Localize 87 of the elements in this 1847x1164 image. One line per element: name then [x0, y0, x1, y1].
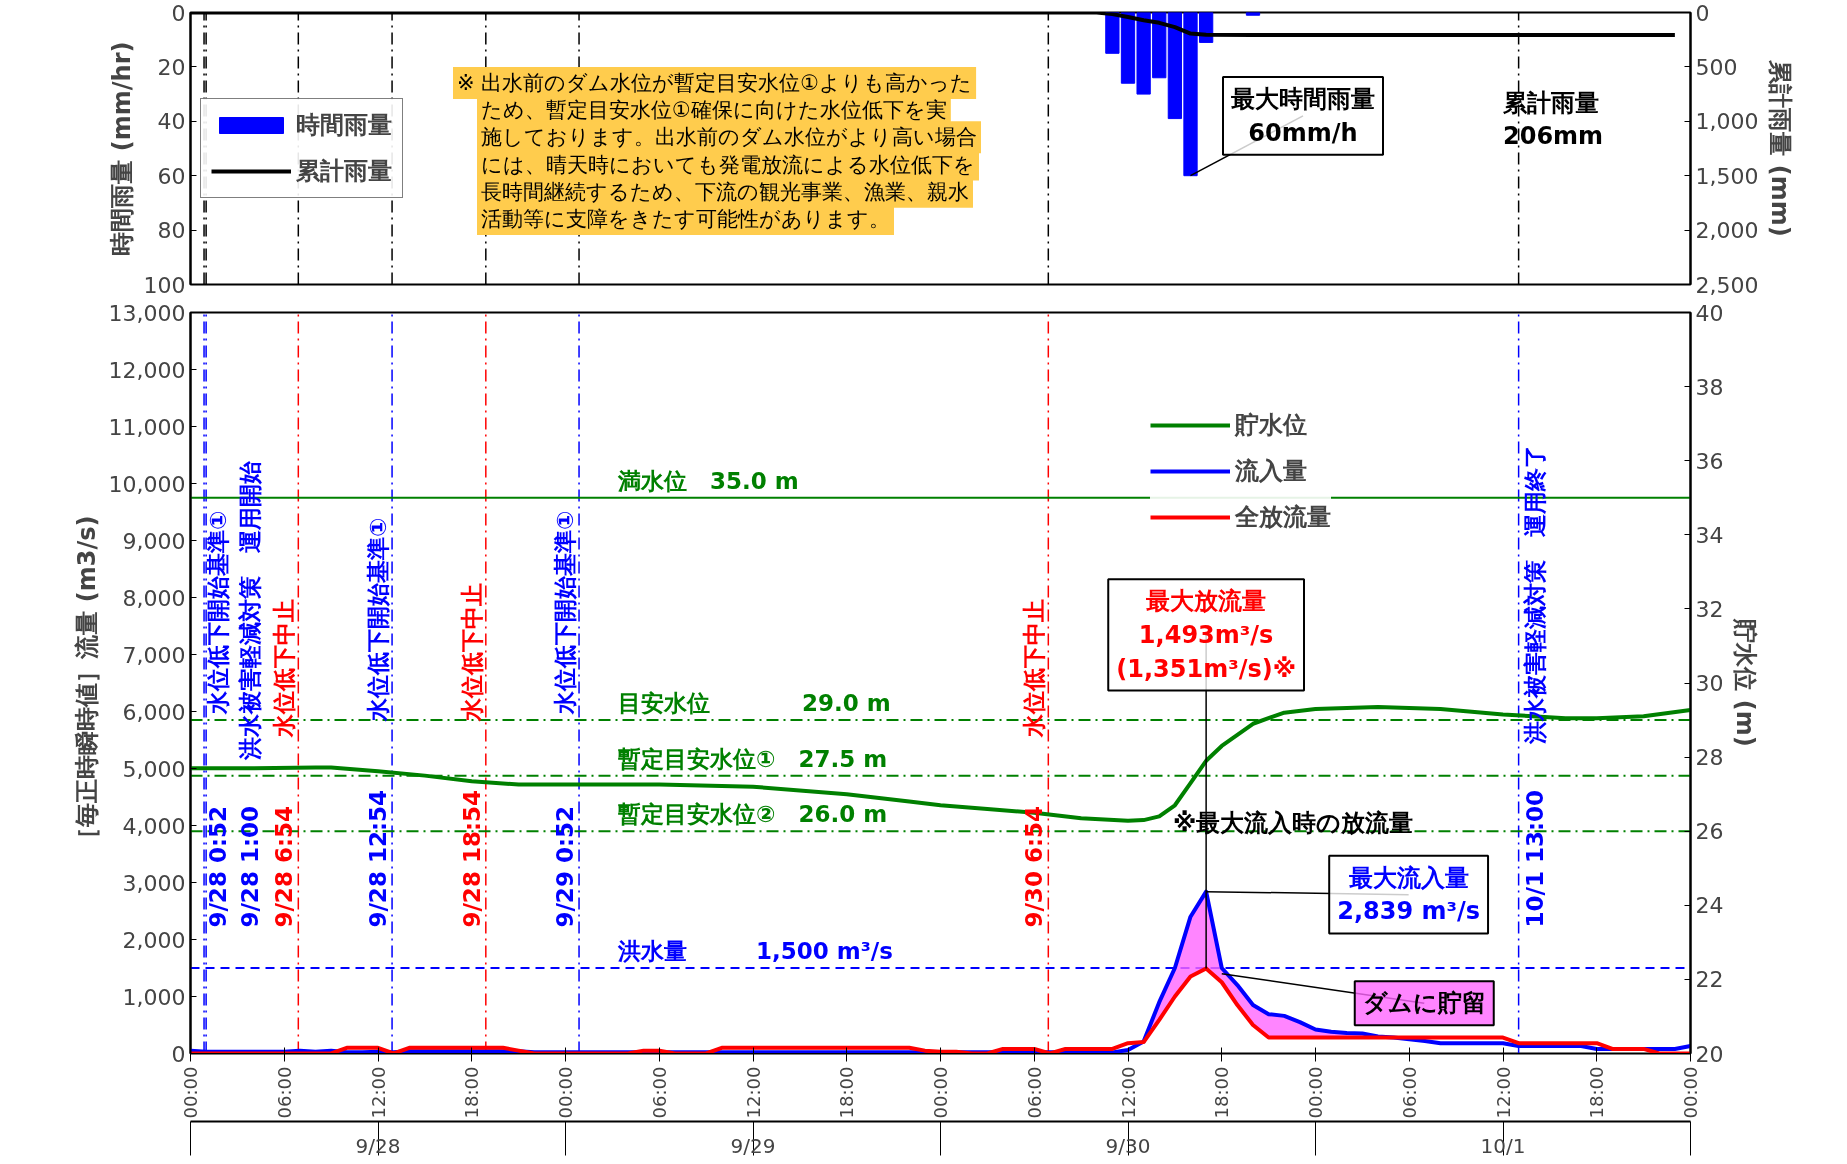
- y2-tick-label: 38: [1695, 374, 1724, 400]
- y-tick-label: 5,000: [122, 756, 186, 782]
- y-tick-label: 20: [157, 54, 186, 80]
- annotation: 最大流入量 2,839 m³/s: [1337, 863, 1481, 926]
- x-tick-label: 12:00: [1117, 1066, 1139, 1119]
- y-axis-title: ［毎正時瞬時値］流量 (m3/s): [72, 515, 101, 851]
- y2-axis-title: 貯水位 (m): [1731, 618, 1760, 747]
- ref-line-label: 洪水量 1,500 m³/s: [617, 938, 893, 964]
- x-tick-label: 18:00: [1586, 1066, 1608, 1119]
- annotation: ダムに貯留: [1362, 989, 1486, 1018]
- legend-label: 時間雨量: [296, 110, 392, 141]
- y-tick-label: 8,000: [122, 585, 186, 611]
- legend-label: 全放流量: [1235, 502, 1331, 533]
- y-tick-label: 3,000: [122, 870, 186, 896]
- ref-line-label: 暫定目安水位② 26.0 m: [618, 801, 888, 828]
- y-tick-label: 0: [171, 1041, 186, 1067]
- y2-tick-label: 32: [1695, 596, 1724, 622]
- y-axis-title: 時間雨量 (mm/hr): [107, 41, 136, 256]
- ref-line-label: 9/28 6:54 水位低下中止: [271, 598, 298, 928]
- y-tick-label: 13,000: [108, 300, 186, 326]
- y2-tick-label: 24: [1695, 893, 1724, 919]
- y-tick-label: 6,000: [122, 699, 186, 725]
- ref-line-label: 暫定目安水位① 27.5 m: [618, 745, 888, 772]
- x-tick-label: 12:00: [1492, 1066, 1514, 1119]
- y-tick-label: 0: [171, 0, 186, 26]
- ref-line-label: 10/1 13:00 洪水被害軽減対策 運用終了: [1521, 444, 1548, 928]
- y2-tick-label: 1,500: [1695, 163, 1759, 189]
- x-tick-label: 18:00: [836, 1066, 858, 1119]
- y2-tick-label: 20: [1695, 1041, 1724, 1067]
- y2-axis-title: 累計雨量 (mm): [1766, 59, 1795, 237]
- annotation: 活動等に支障をきたす可能性があります。: [481, 206, 890, 231]
- annotation: ※ 出水前のダム水位が暫定目安水位①よりも高かった: [457, 70, 973, 95]
- y-tick-label: 10,000: [108, 471, 186, 497]
- y2-tick-label: 28: [1695, 745, 1724, 771]
- x-tick-label: 06:00: [273, 1066, 295, 1119]
- y2-tick-label: 30: [1695, 671, 1724, 696]
- x-tick-label: 18:00: [461, 1066, 483, 1119]
- y-tick-label: 11,000: [108, 414, 186, 440]
- ref-line-label: 9/29 0:52 水位低下開始基準①: [552, 510, 579, 928]
- annotation: ため、暫定目安水位①確保に向けた水位低下を実: [481, 98, 947, 123]
- x-tick-label: 00:00: [555, 1066, 576, 1119]
- ref-line-label: 9/28 12:54 水位低下開始基準①: [365, 517, 392, 928]
- ref-line-label: 9/28 18:54 水位低下中止: [458, 582, 485, 928]
- ref-line-label: 目安水位 29.0 m: [618, 690, 891, 717]
- x-tick-label: 00:00: [1680, 1066, 1701, 1119]
- annotation: 累計雨量 206mm: [1502, 88, 1604, 151]
- y-tick-label: 60: [157, 163, 186, 189]
- legend-label: 流入量: [1235, 456, 1307, 487]
- y2-tick-label: 22: [1695, 967, 1724, 993]
- y2-tick-label: 26: [1695, 819, 1724, 845]
- y2-tick-label: 500: [1695, 54, 1738, 80]
- y-tick-label: 7,000: [122, 642, 186, 668]
- y-tick-label: 80: [157, 218, 186, 244]
- y-tick-label: 1,000: [122, 984, 186, 1010]
- x-tick-label: 00:00: [180, 1066, 201, 1119]
- y-tick-label: 4,000: [122, 813, 186, 839]
- y-tick-label: 40: [157, 109, 186, 135]
- y2-tick-label: 34: [1695, 522, 1724, 548]
- ref-line-label: 9/28 0:52 水位低下開始基準①: [205, 510, 232, 928]
- annotation: 施しております。出水前のダム水位がより高い場合: [481, 125, 977, 150]
- x-tick-label: 18:00: [1211, 1066, 1233, 1119]
- annotation: 長時間継続するため、下流の観光事業、漁業、親水: [481, 179, 969, 204]
- y-tick-label: 100: [143, 272, 186, 298]
- x-tick-label: 06:00: [1398, 1066, 1420, 1119]
- x-tick-label: 00:00: [1305, 1066, 1326, 1119]
- x-tick-label: 00:00: [930, 1066, 951, 1119]
- y-tick-label: 12,000: [108, 357, 186, 383]
- annotation: 最大時間雨量 60mm/h: [1230, 85, 1375, 147]
- x-tick-label: 12:00: [367, 1066, 389, 1119]
- x-tick-label: 12:00: [742, 1066, 764, 1119]
- y2-tick-label: 1,000: [1695, 109, 1759, 135]
- y-tick-label: 2,000: [122, 927, 186, 953]
- legend-label: 累計雨量: [296, 156, 392, 187]
- ref-line-label: 9/30 6:54 水位低下中止: [1021, 598, 1048, 928]
- annotation: 最大放流量 1,493m³/s (1,351m³/s)※: [1116, 587, 1297, 683]
- y-tick-label: 9,000: [122, 528, 186, 554]
- y2-tick-label: 40: [1695, 300, 1724, 326]
- ref-line-label: 満水位 35.0 m: [617, 467, 799, 494]
- y2-tick-label: 0: [1695, 0, 1710, 26]
- x-tick-label: 06:00: [648, 1066, 670, 1119]
- legend-label: 貯水位: [1235, 410, 1307, 441]
- y2-tick-label: 2,000: [1695, 218, 1759, 244]
- annotation: には、晴天時においても発電放流による水位低下を: [481, 152, 975, 177]
- y2-tick-label: 36: [1695, 448, 1724, 474]
- x-tick-label: 06:00: [1023, 1066, 1045, 1119]
- y2-tick-label: 2,500: [1695, 272, 1759, 298]
- ref-line-label: 9/28 1:00 洪水被害軽減対策 運用開始: [237, 460, 264, 928]
